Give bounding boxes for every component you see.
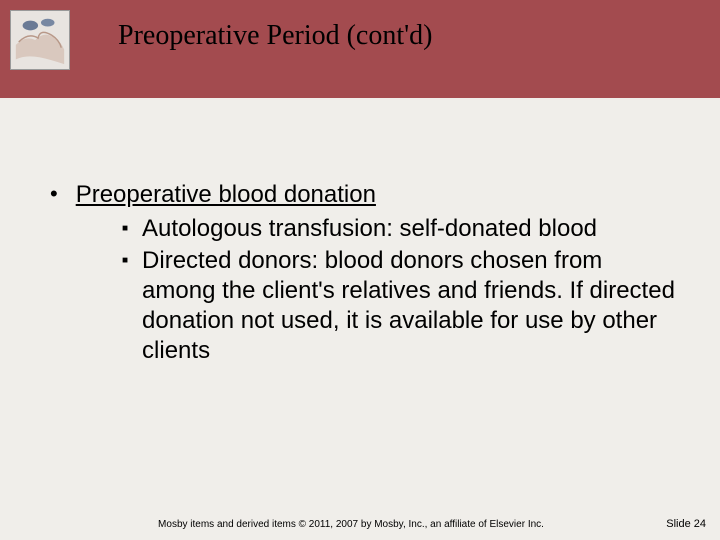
hands-icon <box>11 11 69 69</box>
sub-bullet-list: ■ Autologous transfusion: self-donated b… <box>122 214 680 366</box>
sub2-text: Directed donors: blood donors chosen fro… <box>142 246 680 366</box>
slide-number: Slide 24 <box>666 518 706 530</box>
slide-title: Preoperative Period (cont'd) <box>118 20 433 52</box>
sub1-text: Autologous transfusion: self-donated blo… <box>142 214 597 244</box>
bullet-level1: • Preoperative blood donation <box>50 180 680 210</box>
bullet-level2: ■ Directed donors: blood donors chosen f… <box>122 246 680 366</box>
copyright-text: Mosby items and derived items © 2011, 20… <box>0 519 702 530</box>
slide-header: Preoperative Period (cont'd) <box>0 0 720 98</box>
bullet-square-icon: ■ <box>122 214 128 244</box>
bullet-square-icon: ■ <box>122 246 128 276</box>
bullet1-text: Preoperative blood donation <box>76 180 376 210</box>
header-thumbnail <box>10 10 70 70</box>
bullet-dot-icon: • <box>50 180 58 208</box>
bullet-level2: ■ Autologous transfusion: self-donated b… <box>122 214 680 244</box>
slide-footer: Mosby items and derived items © 2011, 20… <box>0 519 720 530</box>
slide-body: • Preoperative blood donation ■ Autologo… <box>50 180 680 368</box>
